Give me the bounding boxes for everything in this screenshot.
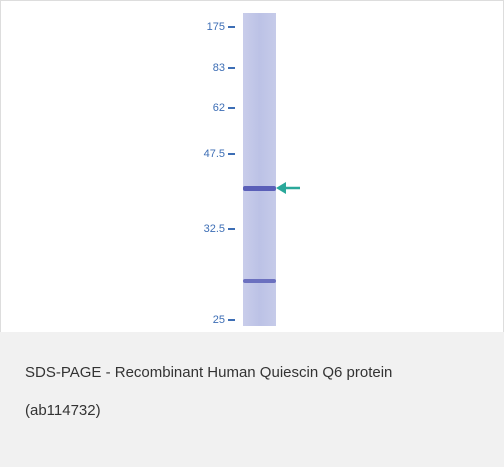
caption-box: SDS-PAGE - Recombinant Human Quiescin Q6… xyxy=(0,332,504,467)
gel-band xyxy=(243,279,276,283)
marker-label: 47.5 xyxy=(204,148,235,160)
figure-image: 175 83 62 47.5 32.5 25 xyxy=(0,0,504,332)
marker-label: 83 xyxy=(213,62,235,74)
page: 175 83 62 47.5 32.5 25 SDS-PAGE - Recombinant… xyxy=(0,0,504,467)
gel-band xyxy=(243,186,276,191)
marker-label: 175 xyxy=(207,21,235,33)
caption: SDS-PAGE - Recombinant Human Quiescin Q6… xyxy=(25,354,445,430)
arrow xyxy=(275,180,301,196)
marker-label: 25 xyxy=(213,314,235,326)
marker-label: 32.5 xyxy=(204,223,235,235)
marker-label: 62 xyxy=(213,102,235,114)
